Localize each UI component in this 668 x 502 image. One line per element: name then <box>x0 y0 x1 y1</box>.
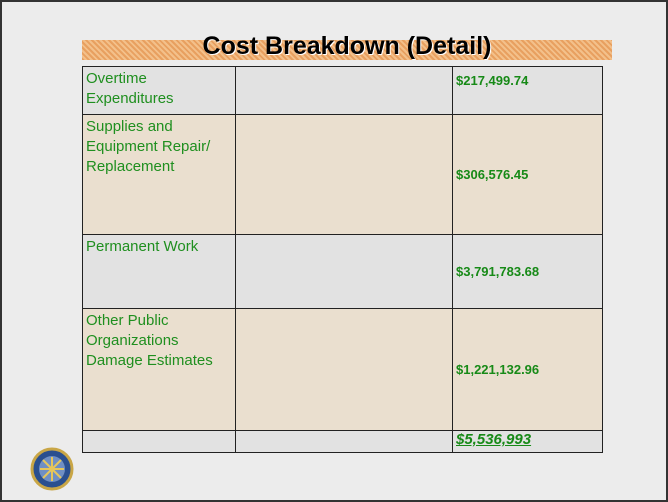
title-band <box>82 40 612 60</box>
row: Overtime Expenditures $217,499.74 <box>82 66 603 115</box>
cell <box>235 430 453 453</box>
cell <box>235 234 453 309</box>
cell <box>235 114 453 235</box>
total: $5,536,993 <box>452 430 603 453</box>
label: Supplies and Equipment Repair/ Replaceme… <box>82 114 236 235</box>
amount: $3,791,783.68 <box>452 234 603 309</box>
amount: $306,576.45 <box>452 114 603 235</box>
label: Overtime Expenditures <box>82 66 236 115</box>
logo <box>30 447 74 491</box>
label: Permanent Work <box>82 234 236 309</box>
cell <box>235 66 453 115</box>
amount: $1,221,132.96 <box>452 308 603 431</box>
cell <box>235 308 453 431</box>
amount: $217,499.74 <box>452 66 603 115</box>
cell <box>82 430 236 453</box>
row: Permanent Work $3,791,783.68 <box>82 234 603 309</box>
slide-title: Cost Breakdown (Detail) <box>202 32 492 60</box>
cost-table: Overtime Expenditures $217,499.74 Suppli… <box>82 66 603 453</box>
total-row: $5,536,993 <box>82 430 603 453</box>
row: Other Public Organizations Damage Estima… <box>82 308 603 431</box>
label: Other Public Organizations Damage Estima… <box>82 308 236 431</box>
row: Supplies and Equipment Repair/ Replaceme… <box>82 114 603 235</box>
